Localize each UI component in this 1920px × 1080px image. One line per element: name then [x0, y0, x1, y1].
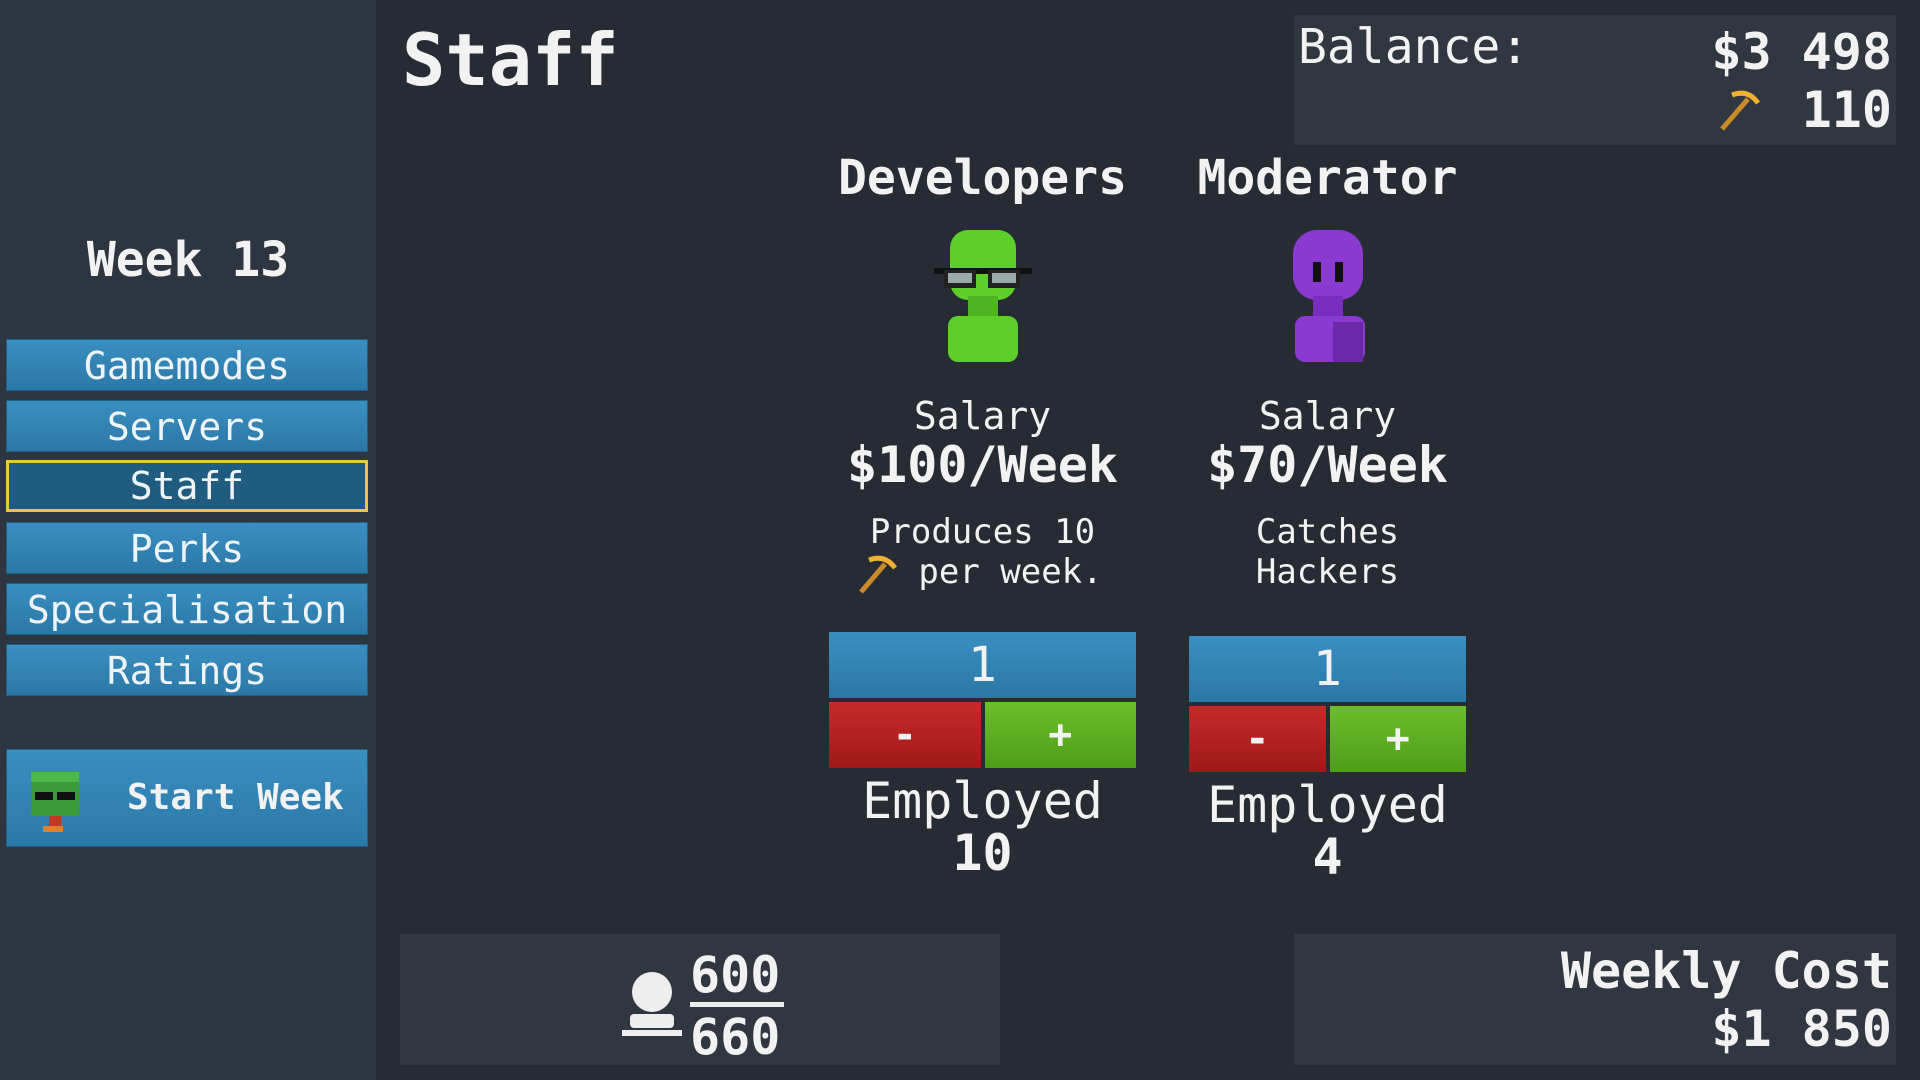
increase-button[interactable]: + [984, 702, 1136, 768]
nav-button[interactable]: Perks [6, 522, 368, 574]
start-week-button[interactable]: Start Week [6, 749, 368, 847]
pickaxe-icon [859, 555, 898, 594]
week-label: Week 13 [86, 232, 290, 288]
capacity-used: 600 [690, 946, 781, 1004]
salary-value: $70/Week [1207, 436, 1448, 494]
description-line: Produces 10 [869, 512, 1096, 552]
staff-name: Moderator [1197, 150, 1458, 206]
staff-count: 1 [1189, 636, 1466, 702]
nav-button[interactable]: Gamemodes [6, 339, 368, 391]
increase-button[interactable]: + [1329, 706, 1466, 772]
start-week-icon [31, 772, 79, 832]
sidebar: Week 13 Start Week Gamemodes Servers Staff… [0, 0, 376, 1080]
decrease-button[interactable]: - [829, 702, 981, 768]
decrease-button[interactable]: - [1189, 706, 1326, 772]
salary-value: $100/Week [847, 436, 1118, 494]
page-title: Staff [402, 18, 619, 102]
nav-button[interactable]: Specialisation [6, 583, 368, 635]
description-line-wrap: per week. [829, 552, 1136, 594]
employed-label: Employed [1207, 776, 1448, 834]
weekly-cost-label: Weekly Cost [1560, 942, 1892, 1000]
staff-name: Developers [838, 150, 1127, 206]
staff-card: Developers Salary $100/Week Produces 10 … [829, 150, 1136, 882]
salary-label: Salary [1258, 394, 1397, 438]
description-line: Catches [1255, 512, 1400, 552]
fraction-bar [690, 1002, 784, 1007]
employed-value: 10 [952, 824, 1013, 882]
weekly-cost-value: $1 850 [1711, 1000, 1892, 1058]
nav-button[interactable]: Staff [6, 460, 368, 512]
balance-panel: Balance: $3 498 110 [1294, 15, 1896, 145]
nav-button[interactable]: Servers [6, 400, 368, 452]
pickaxe-icon [1720, 90, 1760, 131]
developer-avatar [933, 230, 1032, 362]
description-line: Hackers [1255, 552, 1400, 592]
start-week-label: Start Week [127, 777, 344, 818]
capacity-total: 660 [690, 1008, 781, 1066]
staff-card: Moderator Salary $70/Week Catches Hacker… [1189, 150, 1466, 886]
nav-button[interactable]: Ratings [6, 644, 368, 696]
weekly-cost-panel: Weekly Cost $1 850 [1294, 934, 1896, 1065]
employed-value: 4 [1312, 828, 1343, 886]
salary-label: Salary [913, 394, 1052, 438]
income-value: 110 [1801, 81, 1892, 139]
balance-label: Balance: [1298, 19, 1530, 75]
player-icon [622, 972, 682, 1036]
employed-label: Employed [862, 772, 1103, 830]
moderator-avatar [1292, 230, 1365, 362]
staff-count: 1 [829, 632, 1136, 698]
capacity-panel: 600 660 [400, 934, 1000, 1066]
description-line: per week. [918, 552, 1103, 592]
balance-value: $3 498 [1711, 23, 1892, 81]
